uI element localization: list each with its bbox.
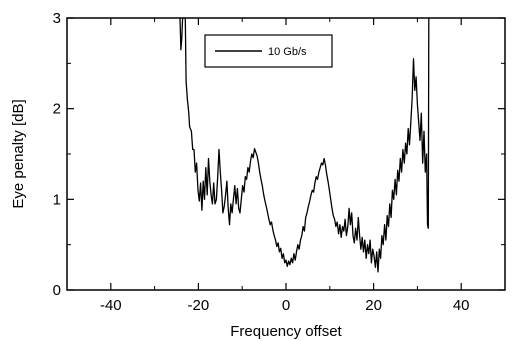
x-tick-label: 20 xyxy=(365,297,382,314)
x-tick-label: 40 xyxy=(453,297,470,314)
legend-label-10gbs: 10 Gb/s xyxy=(268,46,307,58)
y-tick-label: 3 xyxy=(53,10,61,27)
x-tick-label: 0 xyxy=(282,297,290,314)
y-tick-label: 2 xyxy=(53,101,61,118)
y-tick-label: 0 xyxy=(53,282,61,299)
x-tick-label: -20 xyxy=(188,297,210,314)
series-line-10gbs xyxy=(179,17,430,273)
x-axis-ticks: -40 -20 0 20 40 xyxy=(66,18,506,314)
y-axis-ticks: 0 1 2 3 xyxy=(53,10,505,299)
y-axis-title: Eye penalty [dB] xyxy=(10,99,27,208)
x-tick-label: -40 xyxy=(100,297,122,314)
x-axis-title: Frequency offset xyxy=(230,323,342,340)
series-layer xyxy=(179,17,430,273)
legend: 10 Gb/s xyxy=(204,34,333,68)
y-tick-label: 1 xyxy=(53,191,61,208)
